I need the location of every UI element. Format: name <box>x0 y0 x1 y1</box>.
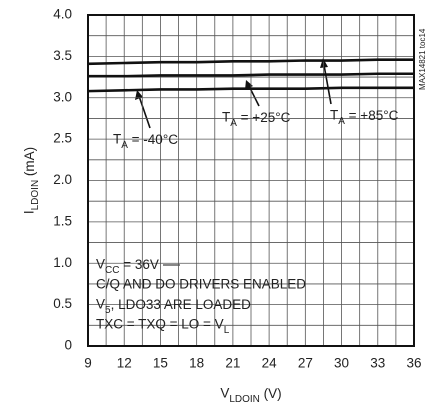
y-tick-label: 4.0 <box>53 7 72 22</box>
x-tick-label: 36 <box>406 356 421 371</box>
y-axis-label: ILDOIN (mA) <box>22 147 42 214</box>
watermark: MAX14821 toc14 <box>418 28 427 90</box>
x-tick-label: 18 <box>189 356 204 371</box>
arrow <box>138 95 151 129</box>
x-tick-label: 24 <box>262 356 278 371</box>
series-line <box>87 58 414 66</box>
x-tick-label: 30 <box>334 356 349 371</box>
note: TXC = TXQ = LO = VL <box>96 317 230 337</box>
y-tick-label: 0.5 <box>53 296 72 311</box>
note: VCC = 36V <box>96 257 159 277</box>
y-tick-label: 0 <box>64 338 72 353</box>
x-tick-label: 9 <box>84 356 92 371</box>
y-tick-label: 3.0 <box>53 89 72 104</box>
note: V5, LDO33 ARE LOADED <box>96 297 251 317</box>
plot-frame <box>87 14 415 347</box>
x-tick-label: 21 <box>225 356 240 371</box>
note: C/Q AND DO DRIVERS ENABLED <box>96 277 306 292</box>
arrowhead <box>320 58 328 68</box>
series-line <box>87 86 414 93</box>
y-tick-label: 1.0 <box>53 255 72 270</box>
series-label: TA = +25°C <box>222 110 291 130</box>
series-label: TA = +85°C <box>330 108 399 128</box>
x-tick-label: 33 <box>370 356 385 371</box>
y-tick-label: 1.5 <box>53 213 72 228</box>
x-tick-label: 15 <box>153 356 168 371</box>
y-tick-label: 3.5 <box>53 48 72 63</box>
series-line <box>88 72 414 78</box>
x-tick-label: 12 <box>117 356 132 371</box>
y-tick-label: 2.5 <box>53 131 72 146</box>
x-tick-label: 27 <box>298 356 313 371</box>
series-label: TA = -40°C <box>113 132 178 152</box>
arrowhead <box>135 90 143 100</box>
x-axis-label: VLDOIN (V) <box>220 386 281 406</box>
y-tick-label: 2.0 <box>53 172 72 187</box>
